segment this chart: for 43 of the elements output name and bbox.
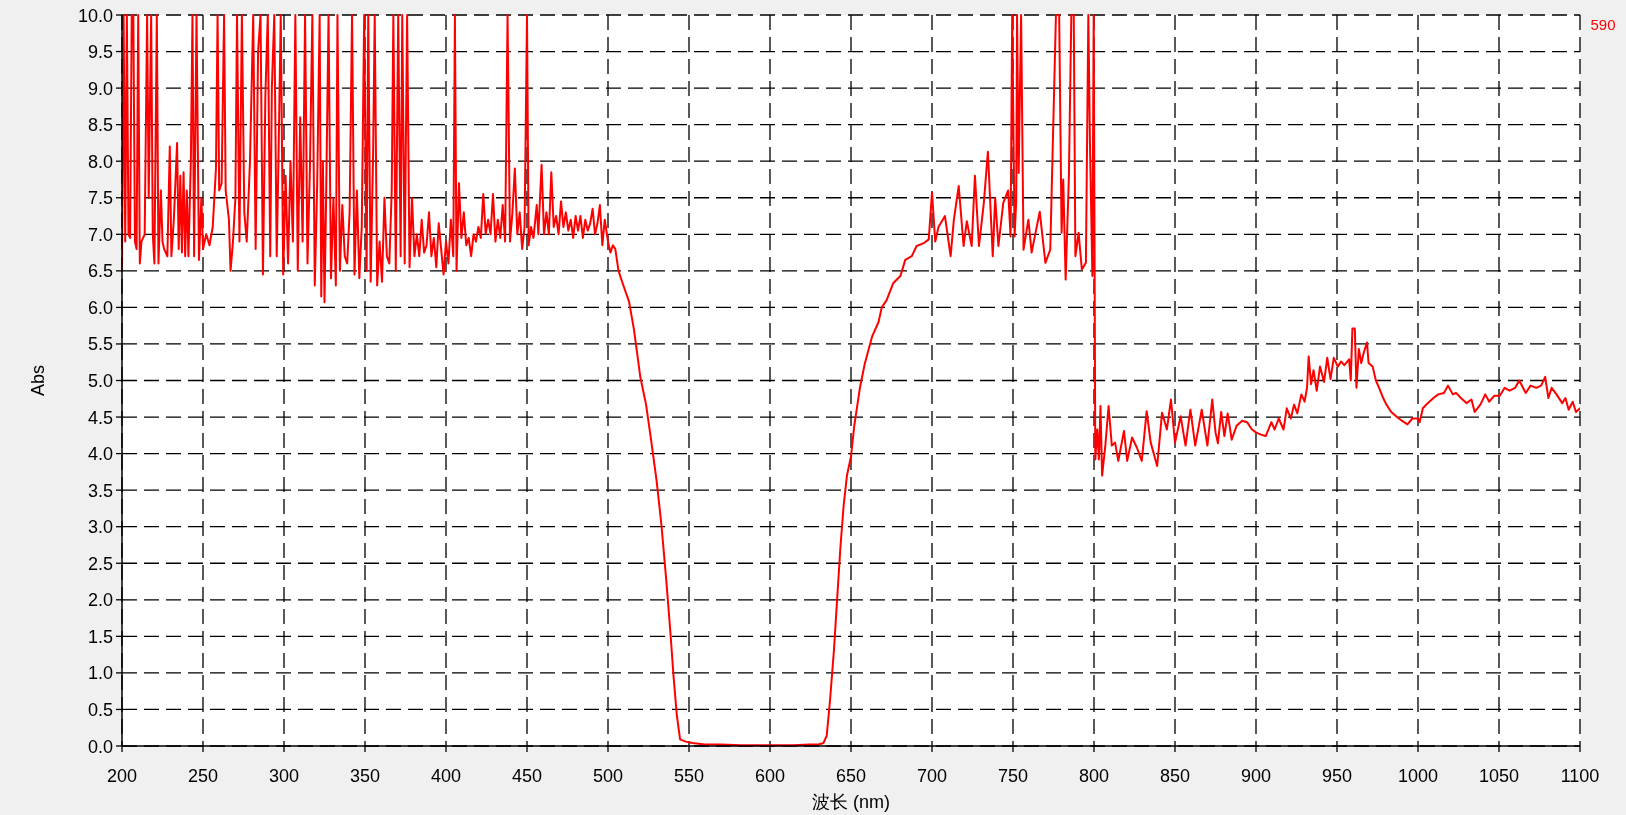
y-tick-label: 9.0	[87, 78, 113, 99]
x-axis-title: 波长 (nm)	[812, 792, 890, 812]
x-tick-label: 1050	[1478, 766, 1520, 786]
y-tick-label: 4.0	[87, 444, 113, 465]
x-tick-label: 400	[430, 766, 462, 786]
y-tick-label: 5.5	[87, 334, 113, 355]
x-tick-label: 1100	[1560, 766, 1600, 786]
x-tick-label: 200	[106, 766, 138, 786]
y-tick-label: 6.0	[87, 297, 113, 318]
x-tick-label: 550	[673, 766, 705, 786]
x-tick-label: 600	[754, 766, 786, 786]
y-tick-label: 1.5	[87, 626, 113, 647]
y-tick-label: 7.0	[87, 224, 113, 245]
y-tick-label: 7.5	[87, 188, 113, 209]
x-tick-label: 950	[1321, 766, 1353, 786]
y-tick-label: 4.5	[87, 407, 113, 428]
y-tick-label: 0.5	[87, 699, 113, 720]
y-tick-label: 3.5	[87, 480, 113, 501]
x-tick-label: 250	[187, 766, 219, 786]
x-tick-label: 700	[916, 766, 948, 786]
x-tick-label: 650	[835, 766, 867, 786]
y-tick-label: 9.5	[87, 42, 113, 63]
x-tick-label: 800	[1078, 766, 1110, 786]
y-tick-label: 1.0	[87, 663, 113, 684]
y-tick-label: 8.0	[87, 151, 113, 172]
x-tick-label: 500	[592, 766, 624, 786]
x-tick-label: 1000	[1397, 766, 1439, 786]
x-tick-label: 350	[349, 766, 381, 786]
y-tick-label: 2.5	[87, 553, 113, 574]
y-tick-label: 0.0	[87, 736, 113, 757]
x-tick-label: 750	[997, 766, 1029, 786]
x-tick-label: 300	[268, 766, 300, 786]
y-tick-label: 5.0	[87, 371, 113, 391]
y-tick-label: 10.0	[77, 5, 113, 26]
legend: 590	[1590, 16, 1616, 33]
x-tick-label: 450	[511, 766, 543, 786]
x-tick-label: 850	[1159, 766, 1191, 786]
x-tick-label: 900	[1240, 766, 1272, 786]
y-tick-label: 3.0	[87, 517, 113, 538]
y-tick-label: 6.5	[87, 261, 113, 282]
y-tick-label: 2.0	[87, 590, 113, 611]
y-tick-label: 8.5	[87, 115, 113, 136]
y-axis-title: Abs	[28, 364, 48, 397]
